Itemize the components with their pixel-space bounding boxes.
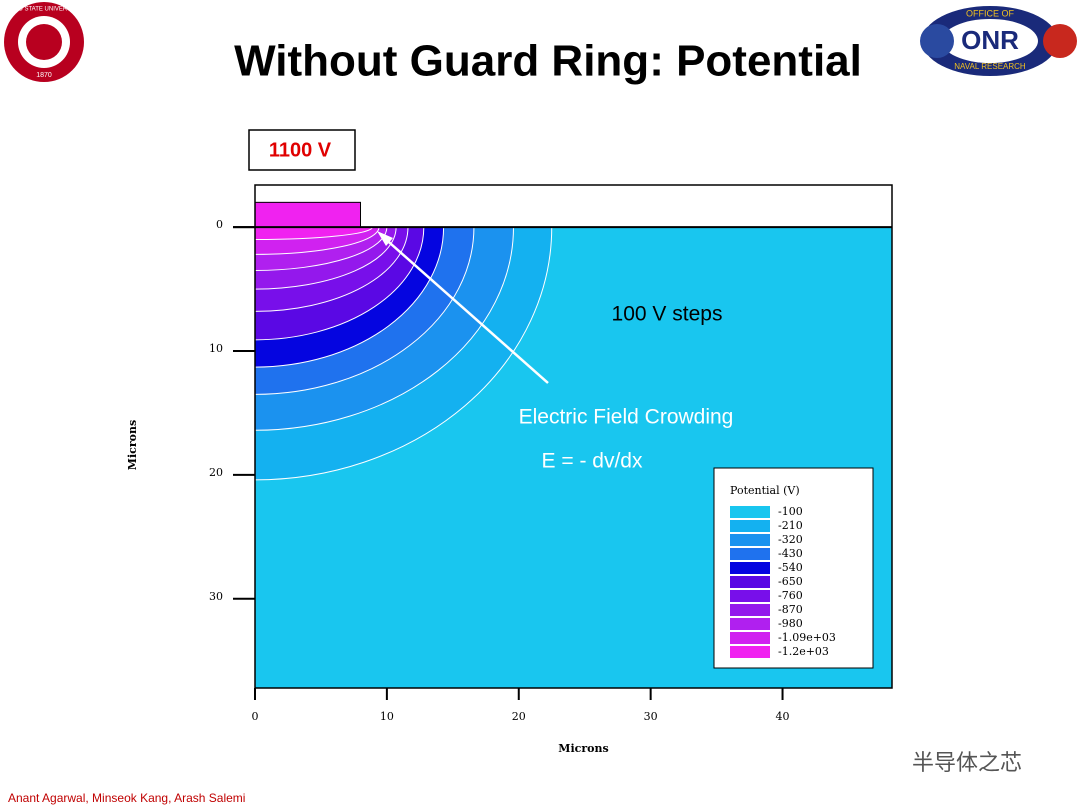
legend-swatch — [730, 646, 770, 658]
annotation: 100 V steps — [612, 303, 723, 326]
legend-label: -100 — [778, 505, 803, 518]
logo-year: 1870 — [36, 72, 52, 79]
arrow-head — [377, 231, 393, 246]
x-tick-label: 20 — [512, 710, 526, 723]
legend-swatch — [730, 632, 770, 644]
y-tick-label: 0 — [216, 218, 223, 231]
legend-swatch — [730, 618, 770, 630]
legend-label: -760 — [778, 589, 803, 602]
logo-seal — [26, 24, 62, 60]
slide-title: Without Guard Ring: Potential — [234, 37, 862, 86]
plot: 0 10 20 30 0 10 20 30 40 Microns Microns 100 V step… — [126, 184, 893, 755]
x-tick-label: 30 — [644, 710, 658, 723]
logo-text: OHIO STATE UNIVERSITY — [7, 7, 80, 13]
legend-swatch — [730, 562, 770, 574]
bias-box — [248, 129, 356, 171]
y-tick-label: 10 — [209, 342, 223, 355]
x-tick-label: 40 — [776, 710, 790, 723]
contact — [254, 201, 362, 228]
legend-title: Potential (V) — [730, 484, 800, 497]
legend-swatch — [730, 506, 770, 518]
legend-swatch — [730, 534, 770, 546]
x-tick-label: 10 — [380, 710, 394, 723]
y-axis-label: Microns — [126, 420, 139, 470]
legend-label: -650 — [778, 575, 803, 588]
arrow-shaft — [381, 235, 549, 384]
contour-region — [254, 226, 373, 241]
logo-text: OFFICE OF — [966, 8, 1014, 18]
annotation: E = - dv/dx — [542, 450, 643, 473]
y-tick-label: 20 — [209, 466, 223, 479]
plot-frame — [254, 184, 893, 689]
logo-text: NAVAL RESEARCH — [954, 62, 1026, 71]
footer-authors: Anant Agarwal, Minseok Kang, Arash Salem… — [8, 791, 245, 805]
legend-label: -870 — [778, 603, 803, 616]
osu-logo: OHIO STATE UNIVERSITY 1870 — [4, 2, 84, 82]
legend-label: -210 — [778, 519, 803, 532]
legend-label: -1.2e+03 — [778, 645, 829, 658]
watermark: 半导体之芯 — [912, 750, 1022, 775]
x-axis-label: Microns — [558, 742, 608, 755]
legend-label: -1.09e+03 — [778, 631, 836, 644]
legend-label: -540 — [778, 561, 803, 574]
y-tick-label: 30 — [209, 590, 223, 603]
legend-label: -980 — [778, 617, 803, 630]
legend-swatch — [730, 590, 770, 602]
legend-swatch — [730, 520, 770, 532]
logo-inner — [942, 19, 1038, 63]
logo-badge — [1043, 24, 1077, 58]
logo-text: ONR — [961, 25, 1019, 55]
legend-label: -320 — [778, 533, 803, 546]
legend-label: -430 — [778, 547, 803, 560]
legend-swatch — [730, 576, 770, 588]
annotation: Electric Field Crowding — [519, 406, 734, 429]
plot-oxide — [255, 185, 892, 228]
x-tick-label: 0 — [252, 710, 259, 723]
bias-label: 1100 V — [269, 139, 332, 161]
onr-logo: OFFICE OF ONR NAVAL RESEARCH — [920, 6, 1077, 76]
legend-swatch — [730, 548, 770, 560]
legend-swatch — [730, 604, 770, 616]
logo-badge — [920, 24, 954, 58]
